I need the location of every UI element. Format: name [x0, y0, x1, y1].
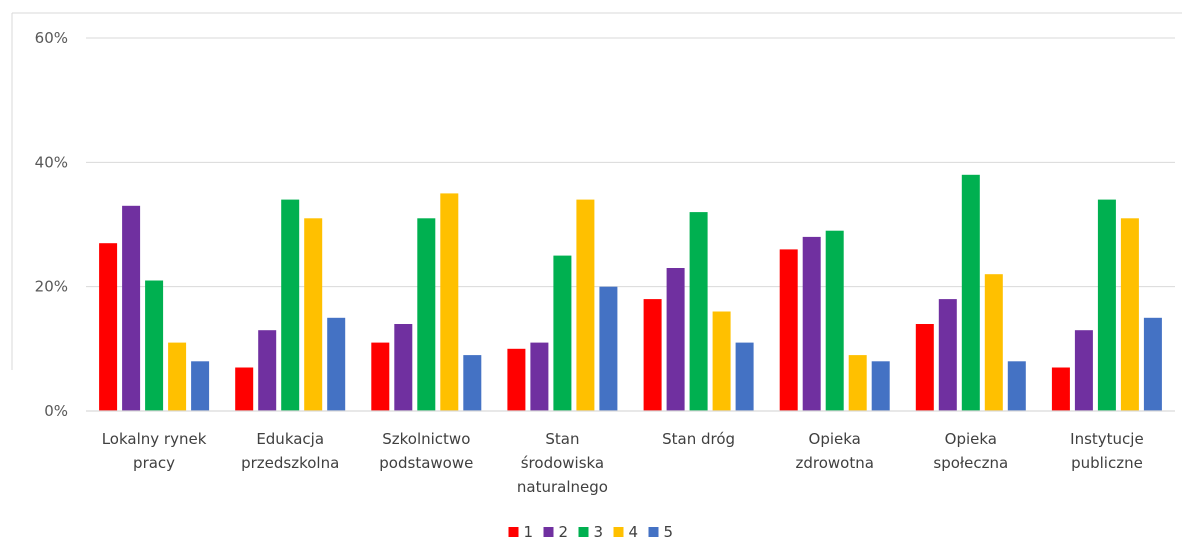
bars	[99, 174, 1162, 412]
bar-series-3	[1097, 199, 1116, 411]
bar-series-5	[191, 361, 210, 411]
legend-label-2: 2	[559, 523, 569, 541]
legend-label-4: 4	[629, 523, 639, 541]
bar-series-4	[984, 274, 1003, 411]
bar-series-3	[825, 230, 844, 411]
legend-swatch-3	[578, 527, 589, 537]
bar-series-1	[99, 243, 118, 411]
legend-label-1: 1	[524, 523, 534, 541]
bar-series-4	[304, 218, 323, 411]
bar-series-2	[394, 324, 413, 411]
bar-series-1	[915, 324, 934, 411]
legend-label-5: 5	[664, 523, 674, 541]
bar-series-1	[643, 299, 662, 411]
x-category-label: Instytucje publiczne	[1070, 430, 1144, 472]
bar-series-4	[712, 311, 731, 411]
bar-series-2	[938, 299, 957, 411]
category-labels: Lokalny rynek pracy Edukacja przedszkolna Sz…	[102, 430, 1144, 496]
bar-series-5	[327, 317, 346, 412]
bar-series-2	[1074, 330, 1093, 411]
legend: 1 2 3 4 5	[508, 523, 674, 541]
bar-series-1	[507, 348, 526, 411]
bar-series-1	[235, 367, 254, 411]
bar-series-4	[440, 193, 459, 411]
bar-series-3	[281, 199, 300, 411]
bar-series-5	[1007, 361, 1026, 411]
bar-series-3	[689, 212, 708, 411]
bar-series-3	[553, 255, 572, 411]
bar-series-5	[871, 361, 890, 411]
bar-series-5	[463, 355, 482, 411]
y-tick-label: 40%	[35, 153, 68, 171]
bar-series-4	[1120, 218, 1139, 411]
x-category-label: Edukacja przedszkolna	[241, 430, 339, 472]
gridlines	[86, 37, 1175, 288]
bar-series-5	[735, 342, 754, 411]
legend-swatch-4	[613, 527, 624, 537]
legend-swatch-2	[543, 527, 554, 537]
bar-series-2	[258, 330, 277, 411]
bar-series-4	[848, 355, 867, 411]
bar-series-4	[168, 342, 187, 411]
legend-label-3: 3	[594, 523, 604, 541]
legend-swatch-1	[508, 527, 519, 537]
x-category-label: Opieka społeczna	[933, 430, 1008, 472]
y-tick-label: 0%	[44, 402, 68, 420]
legend-swatch-5	[648, 527, 659, 537]
x-category-label: Opieka zdrowotna	[795, 430, 873, 472]
x-category-label: Stan środowiska naturalnego	[517, 430, 608, 496]
bar-series-1	[1051, 367, 1070, 411]
bar-series-5	[599, 286, 618, 411]
bar-series-2	[666, 268, 685, 411]
bar-series-3	[145, 280, 164, 411]
bar-series-2	[802, 236, 821, 411]
bar-series-1	[779, 249, 798, 411]
bar-series-2	[122, 205, 141, 411]
x-category-label: Lokalny rynek pracy	[102, 430, 207, 472]
bar-series-3	[961, 174, 980, 411]
y-axis-ticks: 0% 20% 40% 60%	[35, 29, 68, 420]
x-category-label: Stan dróg	[662, 430, 735, 448]
bar-series-2	[530, 342, 549, 411]
bar-series-1	[371, 342, 390, 411]
bar-series-3	[417, 218, 436, 411]
y-tick-label: 20%	[35, 278, 68, 296]
x-category-label: Szkolnictwo podstawowe	[379, 430, 473, 472]
bar-series-4	[576, 199, 595, 411]
y-tick-label: 60%	[35, 29, 68, 47]
bar-series-5	[1143, 317, 1162, 412]
